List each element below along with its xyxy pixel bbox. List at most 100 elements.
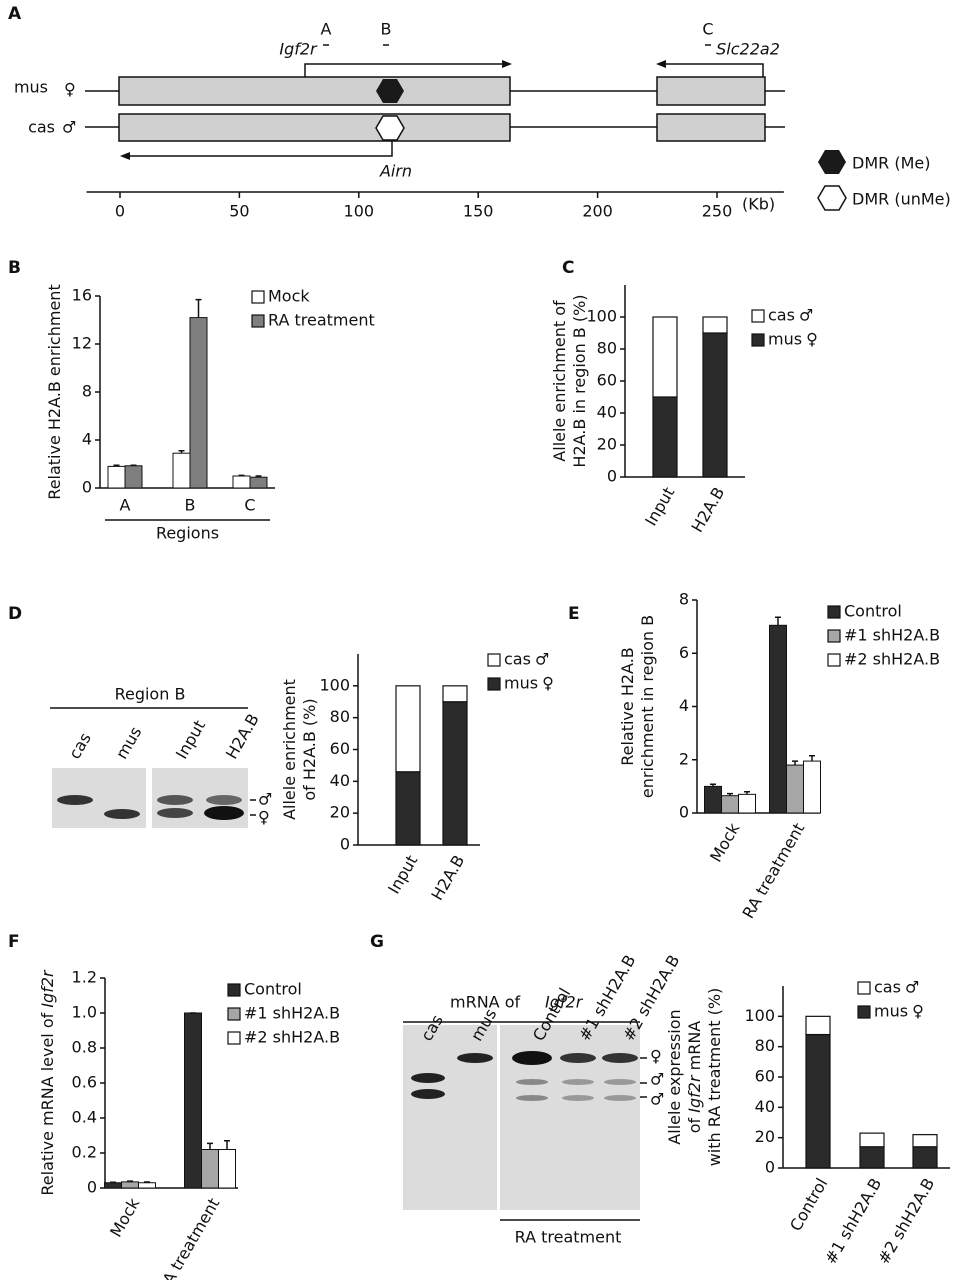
error-bar bbox=[130, 464, 137, 466]
y-tick-label: 12 bbox=[72, 334, 92, 353]
x-tick-label: RA treatment bbox=[154, 1195, 224, 1280]
panel-label: D bbox=[8, 604, 22, 624]
y-axis-label: of H2A.B (%) bbox=[300, 698, 319, 800]
allele-symbol: ♂ bbox=[258, 790, 272, 809]
legend-label: RA treatment bbox=[268, 311, 375, 330]
lane-label: cas bbox=[65, 729, 95, 762]
x-tick-label: Mock bbox=[106, 1194, 144, 1240]
bar-segment bbox=[442, 701, 468, 846]
x-tick-label: 150 bbox=[463, 202, 494, 221]
error-bar bbox=[207, 1142, 213, 1150]
bar bbox=[803, 760, 821, 814]
error-bar bbox=[809, 755, 815, 762]
y-axis-label-part: Relative mRNA level of bbox=[38, 1008, 57, 1196]
y-tick-label: 60 bbox=[597, 371, 617, 390]
bar bbox=[769, 624, 787, 814]
legend-symbol: ♀ bbox=[806, 330, 818, 349]
legend-swatch bbox=[251, 290, 265, 304]
error-bar bbox=[113, 464, 120, 467]
panel-label: A bbox=[8, 4, 22, 24]
legend-label: #1 shH2A.B bbox=[844, 626, 940, 645]
allele-label: cas bbox=[28, 118, 55, 137]
legend-symbol: ♂ bbox=[799, 306, 813, 325]
allele-symbol: ♂ bbox=[62, 118, 76, 137]
bar-segment bbox=[859, 1146, 885, 1169]
bar-segment bbox=[912, 1146, 938, 1169]
lane-label: H2A.B bbox=[222, 710, 263, 762]
error-bar bbox=[144, 1181, 150, 1183]
x-tick-label: 200 bbox=[582, 202, 613, 221]
legend-swatch bbox=[827, 653, 841, 667]
legend-label: mus bbox=[874, 1002, 908, 1021]
legend-symbol: ♀ bbox=[542, 674, 554, 693]
legend-label: mus bbox=[768, 330, 802, 349]
gene-label: Igf2r bbox=[279, 40, 318, 59]
y-tick-label: 40 bbox=[597, 403, 617, 422]
bar bbox=[189, 317, 208, 489]
x-tick-label: #2 shH2A.B bbox=[874, 1175, 939, 1268]
allele-symbol: ♂ bbox=[650, 1090, 664, 1109]
y-tick-label: 20 bbox=[755, 1127, 775, 1146]
y-axis-label-part: Relative H2A.B enrichment bbox=[45, 284, 64, 499]
region-label: B bbox=[381, 20, 392, 39]
allele-label: mus bbox=[14, 78, 48, 97]
bar-segment bbox=[652, 396, 678, 478]
bar-segment bbox=[859, 1132, 885, 1148]
legend-label: DMR (Me) bbox=[852, 154, 930, 173]
bar bbox=[232, 475, 251, 489]
x-tick-label: Input bbox=[641, 484, 678, 529]
y-axis-label: Relative H2A.B enrichment bbox=[45, 284, 64, 499]
x-tick-label: 0 bbox=[115, 202, 125, 221]
bar bbox=[721, 795, 739, 814]
y-tick-label: 60 bbox=[755, 1067, 775, 1086]
error-bar bbox=[775, 616, 781, 626]
y-tick-label: 60 bbox=[330, 739, 350, 758]
legend-swatch bbox=[487, 653, 501, 667]
x-tick-label: C bbox=[244, 496, 255, 515]
legend-swatch bbox=[827, 605, 841, 619]
y-axis-label: of Igf2r mRNA bbox=[685, 1021, 704, 1134]
allele-symbol: ♀ bbox=[258, 808, 270, 827]
legend-symbol: ♂ bbox=[905, 978, 919, 997]
x-tick-label: 50 bbox=[229, 202, 249, 221]
error-bar bbox=[127, 1180, 133, 1182]
y-tick-label: 0 bbox=[607, 467, 617, 486]
bar-segment bbox=[652, 316, 678, 398]
y-axis-label-part: mRNA bbox=[685, 1021, 704, 1076]
bar-segment bbox=[442, 685, 468, 703]
legend-swatch bbox=[857, 1005, 871, 1019]
lane-label: mus bbox=[112, 723, 145, 762]
x-tick-label: H2A.B bbox=[427, 852, 468, 904]
panel-label: B bbox=[8, 258, 21, 278]
legend-label: DMR (unMe) bbox=[852, 190, 951, 209]
y-tick-label: 0 bbox=[679, 803, 689, 822]
panel-label: E bbox=[568, 604, 580, 624]
y-axis-label-part: Relative H2A.B bbox=[618, 647, 637, 766]
y-tick-label: 2 bbox=[679, 749, 689, 768]
bar-segment bbox=[702, 332, 728, 478]
legend-label: Control bbox=[844, 602, 902, 621]
y-axis-label: with RA treatment (%) bbox=[705, 988, 724, 1167]
panel-label: F bbox=[8, 932, 20, 952]
legend-swatch bbox=[227, 1031, 241, 1045]
y-tick-label: 80 bbox=[597, 339, 617, 358]
x-tick-label: Mock bbox=[706, 819, 744, 865]
y-tick-label: 4 bbox=[679, 696, 689, 715]
legend-label: Control bbox=[244, 980, 302, 999]
gene-label: Slc22a2 bbox=[716, 40, 780, 59]
y-axis-label-part: Allele expression bbox=[665, 1009, 684, 1144]
bar bbox=[201, 1149, 219, 1189]
bar-segment bbox=[805, 1015, 831, 1036]
gel-images bbox=[50, 707, 647, 1221]
y-tick-label: 80 bbox=[330, 707, 350, 726]
bar bbox=[121, 1181, 139, 1189]
y-tick-label: 40 bbox=[755, 1097, 775, 1116]
bar bbox=[218, 1149, 236, 1189]
y-tick-label: 40 bbox=[330, 771, 350, 790]
panel-label: G bbox=[370, 932, 384, 952]
y-tick-label: 0.8 bbox=[72, 1038, 97, 1057]
y-tick-label: 0.2 bbox=[72, 1143, 97, 1162]
y-axis-label-part: Allele enrichment of bbox=[550, 300, 569, 462]
y-axis-label: Allele enrichment of bbox=[550, 300, 569, 462]
